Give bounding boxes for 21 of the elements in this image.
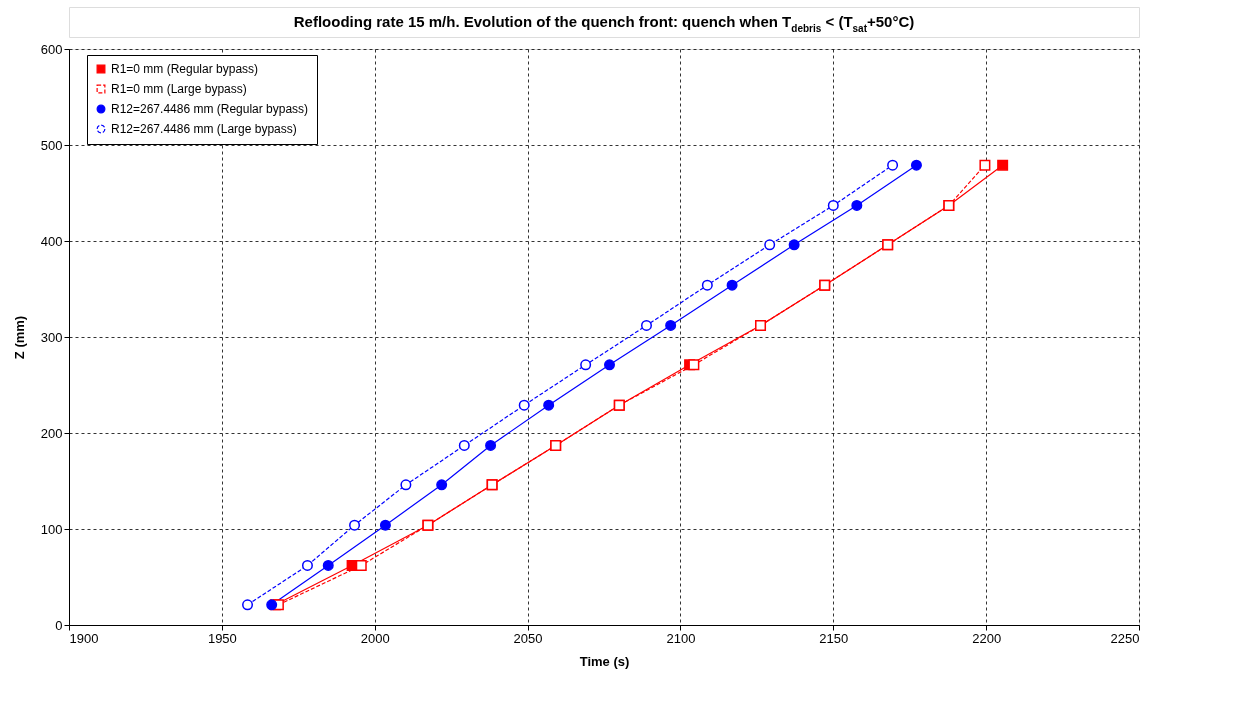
y-tick-label: 600 (40, 41, 63, 57)
y-tick-label: 400 (40, 233, 63, 249)
legend-label: R12=267.4486 mm (Large bypass) (111, 122, 297, 136)
legend-label: R12=267.4486 mm (Regular bypass) (111, 102, 309, 116)
x-tick-label: 2050 (513, 630, 543, 646)
y-tick-label: 0 (55, 617, 63, 633)
y-tick-label: 300 (40, 329, 63, 345)
y-tick-label: 100 (40, 521, 63, 537)
y-axis-title: Z (mm) (11, 315, 27, 360)
x-tick-label: 2250 (1110, 630, 1140, 646)
y-tick-label: 200 (40, 425, 63, 441)
x-tick-label: 2200 (972, 630, 1002, 646)
legend-label: R1=0 mm (Large bypass) (111, 82, 247, 96)
y-tick-label: 500 (40, 137, 63, 153)
x-tick-label: 1950 (207, 630, 237, 646)
legend-label: R1=0 mm (Regular bypass) (111, 62, 259, 76)
x-tick-label: 2150 (819, 630, 849, 646)
x-axis-title: Time (s) (579, 653, 630, 669)
x-tick-label: 1900 (69, 630, 99, 646)
x-tick-label: 2100 (666, 630, 696, 646)
x-tick-label: 2000 (360, 630, 390, 646)
